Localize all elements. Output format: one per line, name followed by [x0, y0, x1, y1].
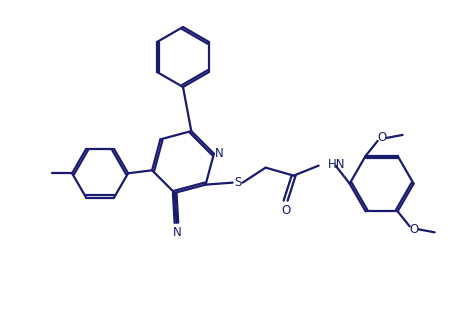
Text: HN: HN: [327, 158, 344, 171]
Text: N: N: [214, 147, 223, 160]
Text: O: O: [376, 131, 385, 144]
Text: N: N: [173, 226, 182, 239]
Text: O: O: [280, 204, 290, 217]
Text: S: S: [233, 176, 241, 189]
Text: O: O: [408, 223, 417, 236]
